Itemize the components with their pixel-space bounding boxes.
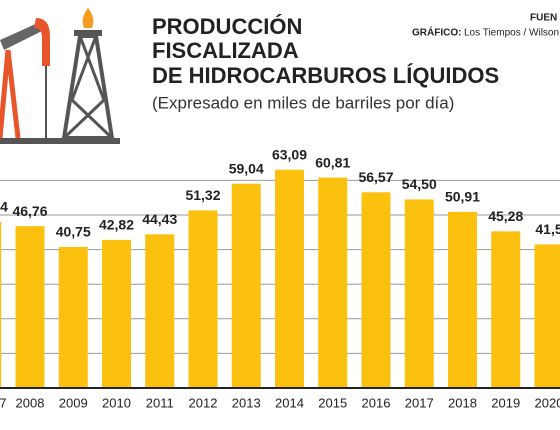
- value-label: 51,32: [185, 187, 220, 203]
- x-tick-label: 2020: [535, 395, 560, 410]
- value-label: 44,43: [142, 211, 177, 227]
- x-tick-label: 2018: [448, 395, 477, 410]
- x-tick-label: 2017: [405, 395, 434, 410]
- x-tick-label: 2013: [232, 395, 261, 410]
- value-label: 40,75: [56, 224, 91, 240]
- value-label: 45,28: [488, 208, 523, 224]
- x-tick-label: 2019: [491, 395, 520, 410]
- bar: [534, 244, 560, 388]
- bar: [448, 211, 477, 388]
- chart-title: FISCALIZADA: [152, 38, 299, 63]
- bar: [188, 210, 218, 388]
- bar: [491, 231, 521, 388]
- x-tick-label: 2014: [275, 395, 304, 410]
- bar: [231, 183, 261, 388]
- chart-title: PRODUCCIÓN: [152, 14, 302, 39]
- bar: [58, 247, 88, 388]
- x-tick-label: 7: [0, 395, 7, 410]
- value-label: 4: [0, 199, 8, 215]
- oil-icon: [0, 8, 120, 144]
- value-label: 60,81: [315, 154, 350, 170]
- x-tick-label: 2010: [102, 395, 131, 410]
- bar: [145, 234, 175, 388]
- x-tick-label: 2009: [59, 395, 88, 410]
- value-label: 54,50: [402, 176, 437, 192]
- value-label: 46,76: [12, 203, 47, 219]
- value-label: 50,91: [445, 189, 480, 205]
- x-tick-label: 2016: [362, 395, 391, 410]
- value-label: 42,82: [99, 217, 134, 233]
- x-tick-label: 2011: [146, 395, 174, 410]
- chart-title: DE HIDROCARBUROS LÍQUIDOS: [152, 63, 499, 88]
- bar: [404, 199, 434, 388]
- value-label: 56,57: [358, 169, 393, 185]
- bar: [102, 239, 131, 388]
- value-label: 63,09: [272, 146, 307, 162]
- bar: [361, 192, 391, 388]
- bar: [15, 226, 45, 388]
- bar: [318, 177, 348, 388]
- x-tick-label: 2015: [318, 395, 347, 410]
- bar: [0, 221, 2, 388]
- source: FUEN: [530, 13, 557, 24]
- x-tick-label: 2012: [189, 395, 218, 410]
- x-tick-label: 2008: [16, 395, 45, 410]
- bar: [275, 169, 304, 388]
- value-label: 41,5: [535, 221, 560, 237]
- subtitle: (Expresado en miles de barriles por día): [152, 93, 454, 112]
- credit: Los Tiempos / Wilson: [464, 28, 559, 39]
- credit-label: GRÁFICO:: [412, 26, 461, 39]
- value-label: 59,04: [229, 160, 264, 176]
